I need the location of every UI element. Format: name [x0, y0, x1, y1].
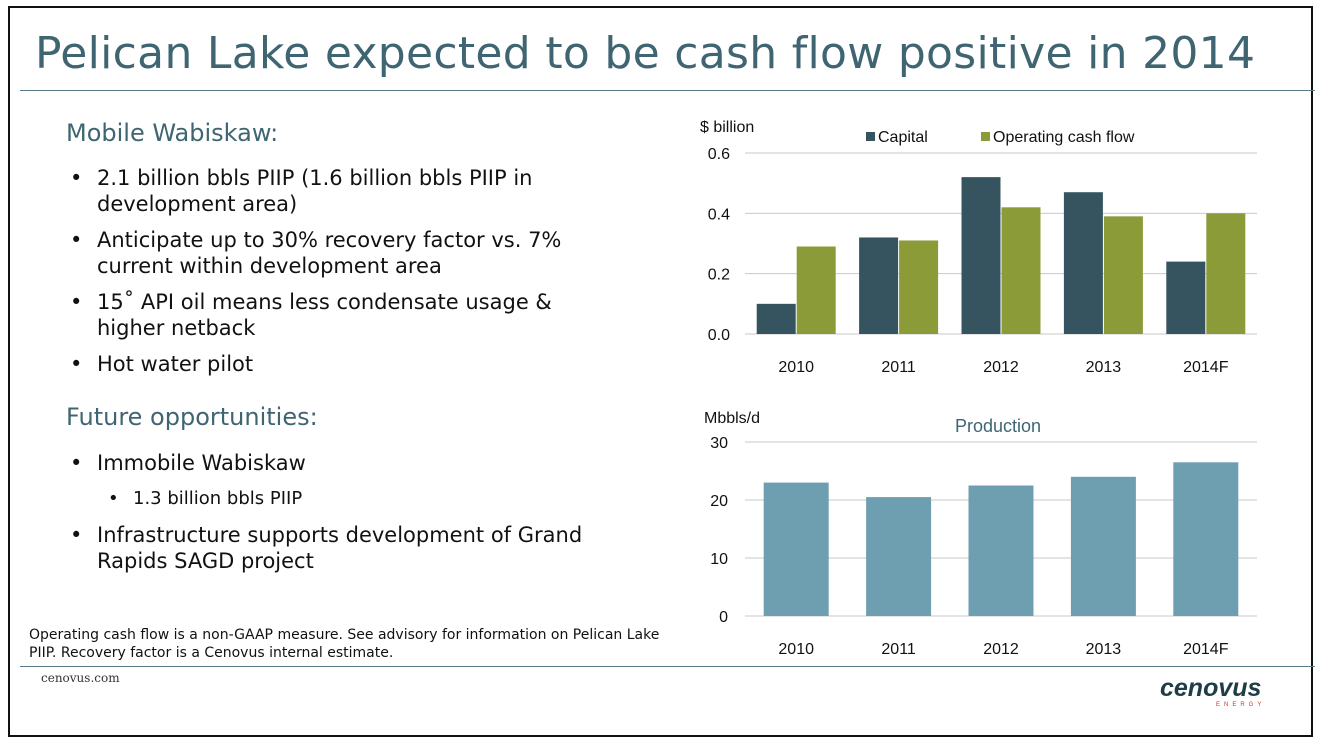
logo-subtext: ENERGY	[1216, 702, 1265, 708]
list-item: • Immobile Wabiskaw	[66, 450, 606, 476]
sub-bullet-list: • 1.3 billion bbls PIIP	[66, 486, 606, 522]
list-item: • 1.3 billion bbls PIIP	[66, 486, 606, 512]
list-item: • Hot water pilot	[66, 351, 606, 377]
logo-icon: cenovus ENERGY	[1160, 674, 1265, 708]
bullet-icon: •	[70, 228, 83, 252]
bar-operating-cash-flow	[1206, 213, 1246, 334]
y-tick-label: 30	[710, 435, 728, 452]
x-tick-label: 2014F	[1183, 641, 1229, 658]
bar-production	[1173, 462, 1239, 616]
bar-operating-cash-flow	[1103, 216, 1143, 334]
bar-production	[968, 485, 1034, 616]
bar-operating-cash-flow	[796, 246, 836, 334]
site-url: cenovus.com	[41, 671, 120, 685]
bullet-text: Hot water pilot	[97, 352, 254, 376]
bar-production	[763, 482, 829, 616]
bullet-text: 15˚ API oil means less condensate usage …	[97, 290, 552, 340]
bullet-icon: •	[70, 290, 83, 314]
section-heading-mobile-wabiskaw: Mobile Wabiskaw:	[66, 119, 279, 147]
bullet-text: Anticipate up to 30% recovery factor vs.…	[97, 228, 562, 278]
x-tick-label: 2011	[881, 641, 916, 658]
bullet-list-mobile-wabiskaw: • 2.1 billion bbls PIIP (1.6 billion bbls…	[66, 165, 606, 387]
x-tick-label: 2012	[983, 641, 1019, 658]
title-divider	[20, 90, 1315, 91]
legend-label: Capital	[878, 129, 928, 146]
bullet-list-future-opportunities-2: • Infrastructure supports development of …	[66, 522, 606, 584]
bar-capital	[1063, 192, 1103, 334]
bar-operating-cash-flow	[1001, 207, 1041, 334]
y-tick-label: 0	[719, 609, 728, 626]
cenovus-logo: cenovus ENERGY	[1158, 672, 1276, 712]
y-tick-label: 10	[710, 551, 728, 568]
bullet-icon: •	[70, 352, 83, 376]
bar-production	[866, 497, 932, 616]
x-tick-label: 2011	[881, 359, 916, 376]
x-tick-label: 2013	[1086, 641, 1122, 658]
y-tick-label: 0.6	[708, 146, 730, 163]
x-tick-label: 2010	[778, 359, 814, 376]
chart-title: Production	[955, 416, 1041, 436]
bullet-icon: •	[70, 166, 83, 190]
legend-label: Operating cash flow	[993, 129, 1135, 146]
bullet-list-future-opportunities: • Immobile Wabiskaw	[66, 450, 606, 486]
logo-wordmark: cenovus	[1160, 674, 1262, 702]
bullet-text: 2.1 billion bbls PIIP (1.6 billion bbls …	[97, 166, 533, 216]
list-item: • Anticipate up to 30% recovery factor vs…	[66, 227, 606, 279]
x-tick-label: 2010	[778, 641, 814, 658]
y-tick-label: 20	[710, 493, 728, 510]
slide-title: Pelican Lake expected to be cash flow po…	[35, 28, 1256, 79]
legend-swatch	[866, 132, 875, 141]
y-axis-label: $ billion	[700, 119, 754, 136]
footer-divider	[20, 666, 1315, 667]
bullet-text: 1.3 billion bbls PIIP	[133, 488, 303, 509]
list-item: • Infrastructure supports development of …	[66, 522, 606, 574]
x-tick-label: 2013	[1086, 359, 1122, 376]
bar-capital	[756, 303, 796, 334]
bar-operating-cash-flow	[899, 240, 939, 334]
section-heading-future-opportunities: Future opportunities:	[66, 403, 318, 431]
list-item: • 15˚ API oil means less condensate usage…	[66, 289, 606, 341]
bar-capital	[961, 177, 1001, 334]
legend-swatch	[981, 132, 990, 141]
bullet-icon: •	[70, 523, 83, 547]
y-tick-label: 0.0	[708, 327, 730, 344]
bar-production	[1070, 476, 1136, 616]
bullet-text: Immobile Wabiskaw	[97, 451, 306, 475]
y-tick-label: 0.2	[708, 267, 730, 284]
bar-capital	[859, 237, 899, 334]
cash-flow-chart: 0.0 0.2 0.4 0.6 $ billion 2010 2011 2012 2013 201…	[700, 119, 1257, 376]
y-tick-label: 0.4	[708, 206, 730, 223]
bullet-icon: •	[108, 488, 119, 509]
bullet-text: Infrastructure supports development of G…	[97, 523, 583, 573]
y-axis-label: Mbbls/d	[704, 410, 760, 427]
list-item: • 2.1 billion bbls PIIP (1.6 billion bbls…	[66, 165, 606, 217]
bullet-icon: •	[70, 451, 83, 475]
x-tick-label: 2012	[983, 359, 1019, 376]
footnote: Operating cash flow is a non-GAAP measur…	[29, 627, 660, 661]
x-tick-label: 2014F	[1183, 359, 1229, 376]
production-chart: 0 10 20 30 Mbbls/d Production 2010 2011 2012 2013…	[704, 410, 1257, 658]
bar-capital	[1166, 261, 1206, 334]
